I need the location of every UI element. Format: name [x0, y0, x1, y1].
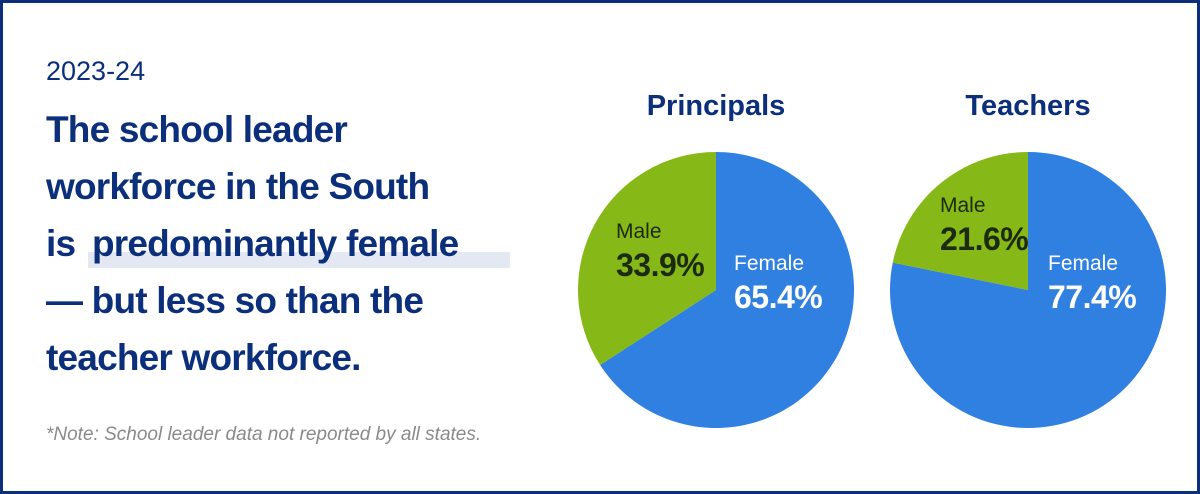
headline-line: — but less so than the: [46, 280, 423, 321]
pie-slice: [600, 151, 855, 428]
headline-line: workforce in the South: [45, 166, 429, 207]
slice-value: 77.4%: [1048, 279, 1136, 315]
highlight: [88, 252, 510, 268]
slice-label: Female: [734, 252, 804, 275]
year: 2023-24: [46, 56, 145, 86]
slice-label: Male: [616, 220, 662, 243]
note: *Note: School leader data not reported b…: [46, 424, 481, 445]
slice-value: 33.9%: [616, 247, 704, 283]
headline-highlight: predominantly female: [92, 223, 459, 264]
slice-label: Female: [1048, 252, 1118, 275]
pie-slice: [892, 152, 1028, 290]
slice-label: Male: [940, 194, 986, 217]
headline-line: is: [46, 223, 75, 264]
slice-value: 65.4%: [734, 279, 822, 315]
chart-title: Teachers: [965, 90, 1090, 122]
headline-line: The school leader: [46, 109, 347, 150]
pie-slice: [578, 152, 716, 365]
headline-line: teacher workforce.: [46, 337, 361, 378]
slice-value: 21.6%: [940, 221, 1028, 257]
chart-title: Principals: [647, 90, 786, 122]
